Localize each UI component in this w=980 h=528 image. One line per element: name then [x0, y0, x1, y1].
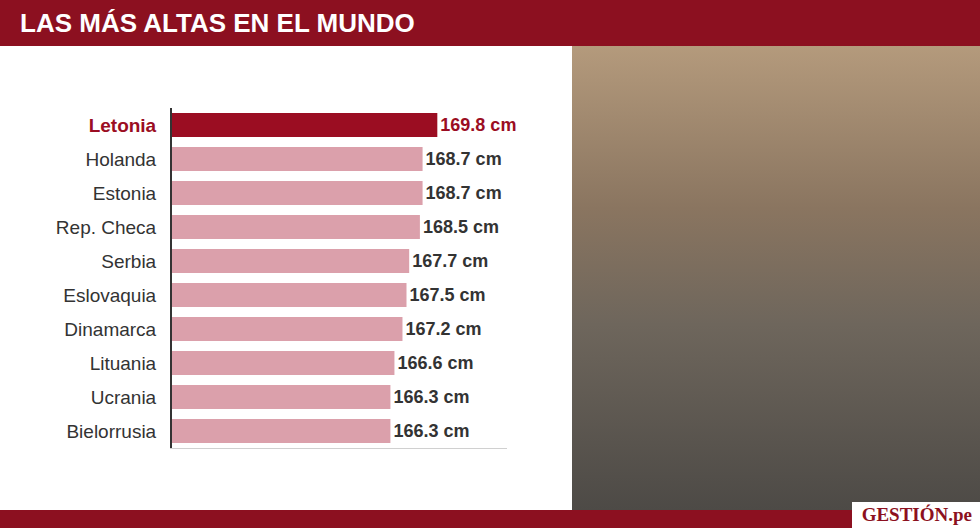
svg-text:169.8 cm: 169.8 cm: [440, 115, 516, 135]
svg-text:Eslovaquia: Eslovaquia: [63, 285, 156, 306]
svg-text:Estonia: Estonia: [93, 183, 157, 204]
svg-text:168.5 cm: 168.5 cm: [423, 217, 499, 237]
svg-text:Bielorrusia: Bielorrusia: [66, 421, 156, 442]
svg-text:Letonia: Letonia: [89, 115, 157, 136]
svg-text:168.7 cm: 168.7 cm: [426, 149, 502, 169]
svg-text:166.3 cm: 166.3 cm: [393, 421, 469, 441]
svg-text:167.7 cm: 167.7 cm: [412, 251, 488, 271]
svg-text:Rep. Checa: Rep. Checa: [56, 217, 157, 238]
svg-text:166.6 cm: 166.6 cm: [397, 353, 473, 373]
svg-text:Ucrania: Ucrania: [91, 387, 157, 408]
svg-text:166.3 cm: 166.3 cm: [393, 387, 469, 407]
svg-text:Dinamarca: Dinamarca: [64, 319, 156, 340]
svg-text:167.5 cm: 167.5 cm: [410, 285, 486, 305]
html-text:LAS MÁS ALTAS EN EL MUNDO: LAS MÁS ALTAS EN EL MUNDO: [20, 8, 415, 38]
svg-text:168.7 cm: 168.7 cm: [426, 183, 502, 203]
svg-text:Lituania: Lituania: [90, 353, 157, 374]
svg-text:Holanda: Holanda: [85, 149, 156, 170]
html-text:GESTIÓN.pe: GESTIÓN.pe: [861, 504, 972, 525]
svg-text:167.2 cm: 167.2 cm: [405, 319, 481, 339]
svg-text:Serbia: Serbia: [101, 251, 156, 272]
